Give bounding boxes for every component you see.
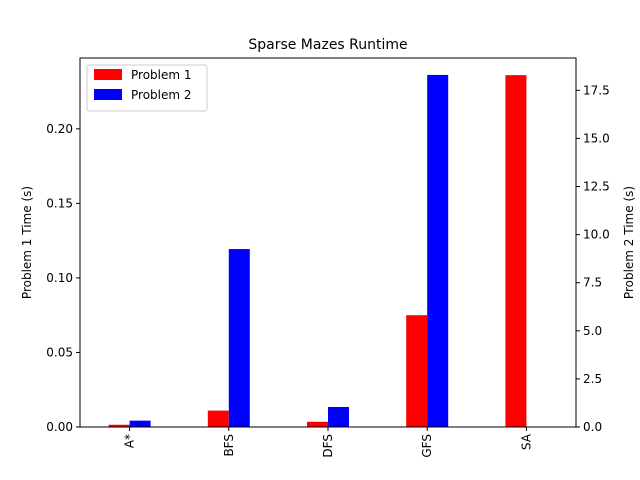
- right-tick-label: 0.0: [583, 420, 602, 434]
- bar-problem-2-gfs: [427, 74, 449, 427]
- left-tick-label: 0.05: [46, 345, 73, 359]
- bar-problem-2-dfs: [328, 406, 349, 427]
- chart-title: Sparse Mazes Runtime: [248, 37, 407, 53]
- right-tick-label: 2.5: [583, 372, 602, 386]
- right-axis-ticks: 0.0 2.5 5.0 7.5 10.0 12.5 15.0 17.5: [576, 83, 610, 434]
- bar-problem-1-bfs: [207, 410, 229, 427]
- right-tick-label: 12.5: [583, 180, 610, 194]
- x-tick-label: GFS: [420, 434, 434, 458]
- right-tick-label: 10.0: [583, 228, 610, 242]
- right-axis-label: Problem 2 Time (s): [622, 186, 636, 299]
- legend-label: Problem 1: [131, 68, 192, 82]
- bar-problem-1-gfs: [406, 315, 428, 427]
- legend-label: Problem 2: [131, 88, 192, 102]
- x-tick-label: DFS: [321, 434, 335, 458]
- left-tick-label: 0.15: [46, 196, 73, 210]
- bar-problem-2-bfs: [228, 249, 250, 427]
- bar-problem-2-a: [129, 420, 151, 427]
- legend: Problem 1 Problem 2: [86, 64, 208, 112]
- bar-problem-1-a: [108, 424, 130, 427]
- x-tick-label: BFS: [222, 434, 236, 457]
- right-tick-label: 17.5: [583, 83, 610, 97]
- right-tick-label: 5.0: [583, 324, 602, 338]
- right-tick-label: 15.0: [583, 131, 610, 145]
- left-tick-label: 0.10: [46, 271, 73, 285]
- bar-problem-1-dfs: [307, 421, 328, 427]
- bar-problem-1-sa: [505, 75, 527, 428]
- left-axis-label: Problem 1 Time (s): [20, 186, 34, 299]
- left-tick-label: 0.20: [46, 122, 73, 136]
- x-tick-label: SA: [519, 433, 533, 450]
- x-axis-ticks: A* BFS DFS GFS SA: [123, 427, 533, 458]
- plot-frame: [79, 57, 577, 428]
- legend-swatch: [94, 69, 122, 80]
- left-axis-ticks: 0.00 0.05 0.10 0.15 0.20: [46, 122, 80, 434]
- bars-layer: [108, 74, 527, 428]
- x-tick-label: A*: [123, 434, 137, 448]
- legend-swatch: [94, 89, 122, 100]
- right-tick-label: 7.5: [583, 276, 602, 290]
- left-tick-label: 0.00: [46, 420, 73, 434]
